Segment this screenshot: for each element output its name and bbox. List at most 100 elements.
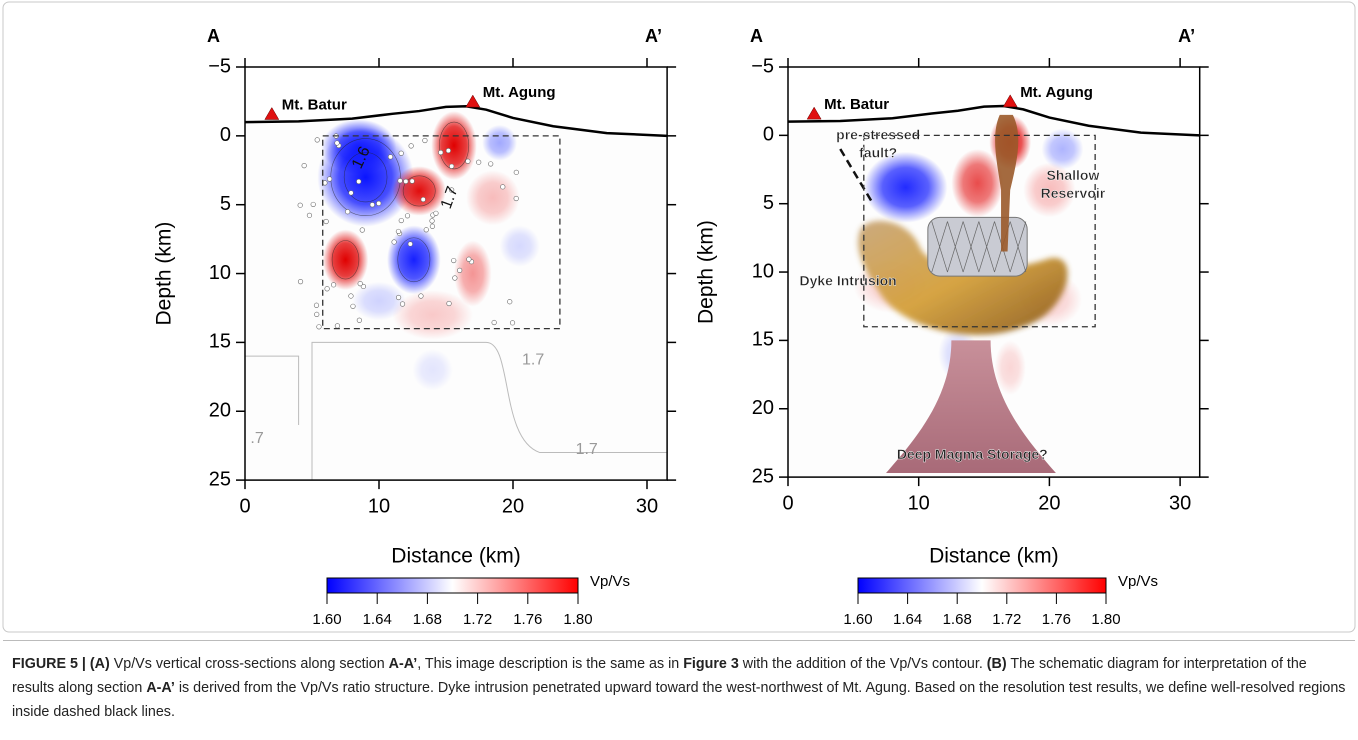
- earthquake: [513, 195, 519, 202]
- earthquake: [369, 202, 375, 208]
- colorbar-tick-label: 1.80: [1091, 611, 1120, 628]
- y-tick-label: 15: [209, 331, 231, 353]
- volcano-label: Mt. Agung: [483, 84, 556, 101]
- earthquake: [446, 300, 452, 307]
- caption-run: , This image description is the same as …: [417, 656, 684, 672]
- earthquake: [391, 239, 397, 245]
- anomaly: [431, 111, 477, 180]
- contour-line: [439, 121, 470, 170]
- annotation: Deep Magma Storage?: [897, 446, 1048, 462]
- earthquake: [359, 227, 365, 233]
- earthquake: [451, 257, 457, 264]
- colorbar-tick-label: 1.72: [463, 611, 492, 628]
- earthquake: [476, 159, 482, 165]
- earthquake: [513, 169, 519, 175]
- caption-run: The schematic diagram for interpretation…: [12, 656, 1311, 696]
- caption-run: is derived from the Vp/Vs ratio structur…: [12, 680, 1350, 720]
- annotation: fault?: [859, 145, 897, 161]
- x-tick-label: 30: [1169, 492, 1191, 514]
- earthquake: [313, 302, 320, 308]
- anomaly: [392, 290, 473, 340]
- earthquake: [334, 323, 341, 329]
- earthquake: [429, 223, 436, 229]
- earthquake: [449, 187, 455, 193]
- caption-run: FIGURE 5 | (A): [12, 656, 110, 672]
- x-tick-label: 30: [636, 495, 658, 517]
- contour-label: 1.7: [522, 352, 544, 369]
- earthquake: [420, 196, 426, 203]
- figure-frame: [2, 1, 1356, 633]
- volcano-label: Mt. Agung: [1020, 84, 1093, 101]
- y-tick-label: −5: [208, 55, 231, 77]
- caption-run: Figure 3: [683, 656, 739, 672]
- earthquake: [376, 200, 382, 206]
- colorbar-tick-label: 1.60: [312, 611, 341, 628]
- volcano-marker: [806, 106, 822, 120]
- x-tick-label: 20: [502, 495, 524, 517]
- earthquake: [310, 201, 316, 208]
- anomaly: [412, 349, 453, 391]
- earthquake: [301, 163, 307, 169]
- colorbar-label: Vp/Vs: [590, 573, 630, 590]
- hatch: [931, 221, 948, 273]
- earthquake: [326, 176, 333, 182]
- earthquake: [404, 213, 411, 219]
- caption-run: with the addition of the Vp/Vs contour.: [738, 656, 987, 672]
- earthquake: [509, 320, 516, 326]
- earthquake: [316, 324, 322, 330]
- colorbar-tick-label: 1.60: [843, 611, 872, 628]
- caption-run: (B): [986, 656, 1007, 672]
- earthquake: [408, 143, 414, 149]
- earthquake: [330, 282, 337, 288]
- hatch: [978, 221, 995, 273]
- earthquake: [395, 228, 402, 235]
- earthquake: [297, 279, 304, 285]
- volcano-label: Mt. Batur: [824, 96, 889, 113]
- y-tick-label: 0: [763, 124, 774, 146]
- earthquake: [449, 163, 455, 169]
- colorbar-tick-label: 1.68: [943, 611, 972, 628]
- colorbar-tick-label: 1.72: [992, 611, 1021, 628]
- anomaly: [466, 170, 520, 226]
- y-tick-label: 20: [752, 397, 774, 419]
- anomaly: [392, 166, 447, 216]
- earthquake: [445, 148, 451, 154]
- anomaly: [863, 151, 948, 223]
- contour-label: 1.7: [576, 441, 598, 458]
- y-tick-label: 20: [209, 400, 231, 422]
- contour-line: [343, 152, 388, 203]
- anomaly: [322, 229, 369, 291]
- contour-line: [245, 341, 668, 481]
- y-tick-label: 5: [220, 193, 231, 215]
- anomaly: [499, 225, 540, 267]
- earthquake: [438, 149, 444, 156]
- earthquake: [387, 154, 394, 160]
- anomaly: [454, 240, 492, 307]
- x-tick-label: 0: [782, 492, 793, 514]
- caption-rule: [3, 640, 1355, 641]
- earthquake: [466, 256, 472, 262]
- anomaly: [951, 149, 1004, 218]
- earthquake: [345, 209, 351, 215]
- anomaly: [387, 225, 441, 295]
- volcano-marker: [264, 107, 280, 120]
- earthquake: [465, 158, 471, 164]
- velocity-field: [245, 106, 668, 481]
- section-start: A: [750, 26, 763, 46]
- earthquake: [348, 190, 354, 196]
- earthquake: [348, 293, 354, 299]
- earthquake: [360, 283, 366, 290]
- earthquake: [399, 301, 406, 307]
- earthquake: [507, 299, 513, 305]
- earthquake: [457, 267, 463, 273]
- colorbar: [857, 577, 1107, 594]
- anomaly: [1041, 128, 1084, 170]
- earthquake: [418, 293, 424, 299]
- earthquake: [500, 184, 506, 190]
- x-tick-label: 20: [1038, 492, 1060, 514]
- anomaly: [352, 281, 406, 321]
- deep-storage: [886, 340, 1056, 473]
- earthquake: [314, 137, 320, 143]
- panel: Mt. Batur Mt. Agung 0 10 20 30 −5 0 5 10 15 20 25 A A’…: [153, 26, 677, 628]
